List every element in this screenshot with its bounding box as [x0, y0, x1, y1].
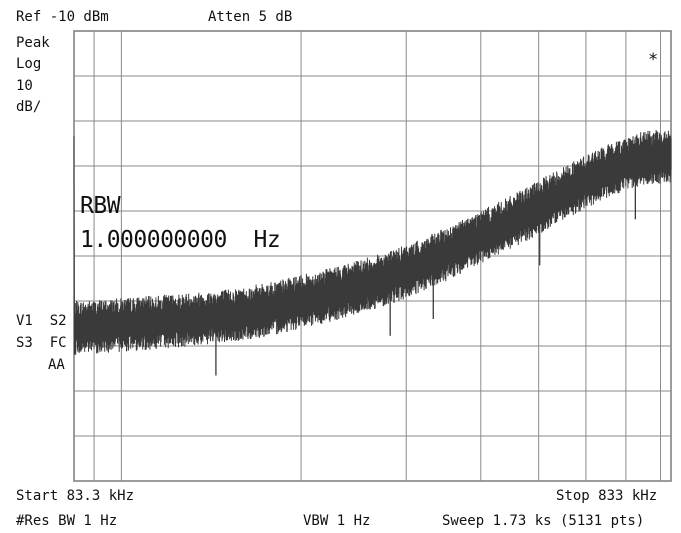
start-frequency: Start 83.3 kHz — [16, 488, 135, 504]
scale-value-label: 10 — [16, 78, 33, 94]
rbw-annotation-value: 1.000000000 Hz — [80, 227, 281, 253]
scale-unit-label: dB/ — [16, 99, 42, 115]
stop-frequency: Stop 833 kHz — [556, 488, 658, 504]
rbw-annotation-label: RBW — [80, 193, 121, 219]
marker-asterisk-icon: * — [648, 50, 659, 70]
spectrum-trace — [73, 129, 672, 376]
attenuation-label: Atten 5 dB — [208, 9, 293, 25]
vbw-label: VBW 1 Hz — [303, 513, 371, 529]
scale-type-label: Log — [16, 56, 42, 72]
status-line-2: S3 FC — [16, 335, 67, 351]
graticule-grid — [74, 31, 671, 481]
res-bw-label: #Res BW 1 Hz — [16, 513, 118, 529]
status-line-3: AA — [48, 357, 65, 373]
trace-noise-band — [73, 129, 672, 355]
sweep-label: Sweep 1.73 ks (5131 pts) — [442, 513, 645, 529]
detector-label: Peak — [16, 35, 50, 51]
status-line-1: V1 S2 — [16, 313, 67, 329]
ref-level-label: Ref -10 dBm — [16, 9, 109, 25]
